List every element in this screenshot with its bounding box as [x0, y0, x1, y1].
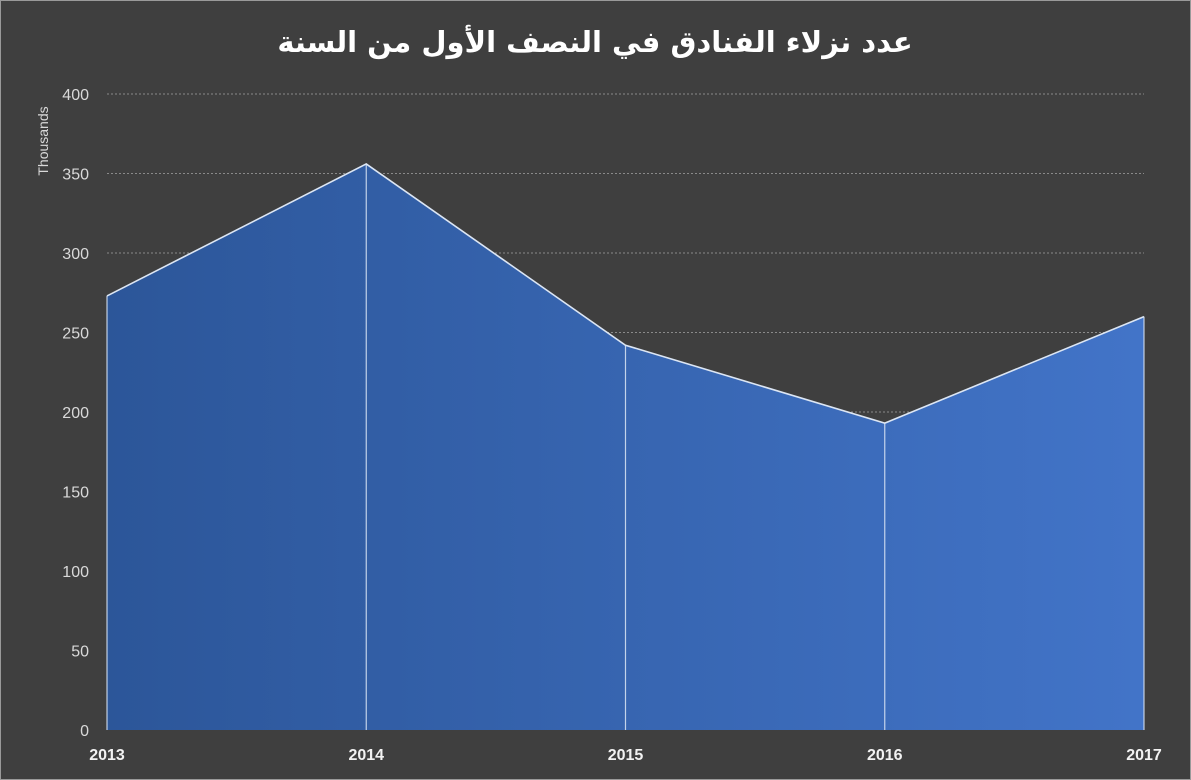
- y-tick-label: 50: [71, 644, 89, 661]
- y-tick-label: 350: [62, 167, 89, 184]
- y-axis-unit-label: Thousands: [35, 106, 51, 175]
- y-tick-label: 100: [62, 564, 89, 581]
- y-tick-label: 300: [62, 246, 89, 263]
- x-tick-label: 2013: [89, 747, 125, 764]
- y-tick-label: 200: [62, 405, 89, 422]
- y-tick-label: 250: [62, 326, 89, 343]
- x-tick-label: 2017: [1126, 747, 1162, 764]
- x-tick-label: 2016: [867, 747, 903, 764]
- y-tick-label: 0: [80, 723, 89, 740]
- x-tick-label: 2015: [608, 747, 644, 764]
- y-tick-label: 150: [62, 485, 89, 502]
- chart-title: عدد نزلاء الفنادق في النصف الأول من السن…: [277, 24, 912, 59]
- x-tick-label: 2014: [348, 747, 384, 764]
- y-tick-label: 400: [62, 87, 89, 104]
- series-line: [106, 163, 1145, 424]
